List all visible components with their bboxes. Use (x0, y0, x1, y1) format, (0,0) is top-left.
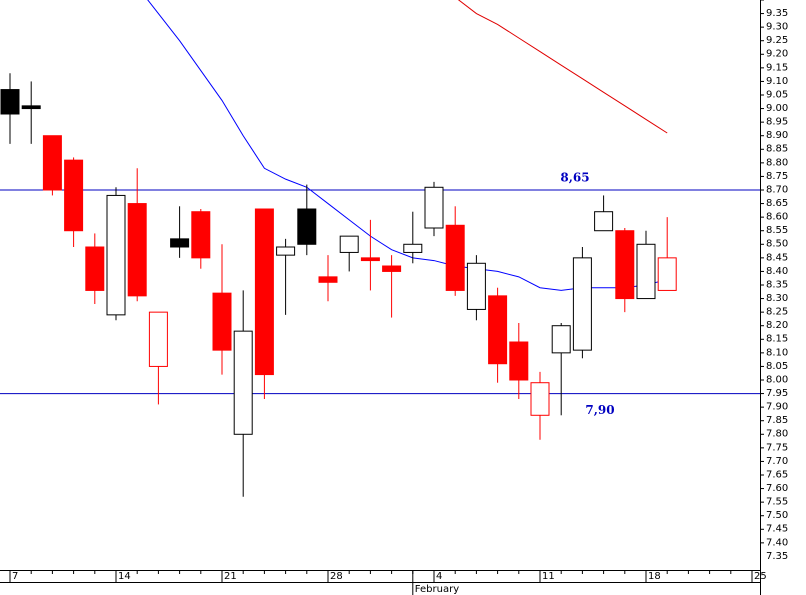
y-tick-label: 8.80 (766, 157, 788, 168)
y-tick-label: 9.05 (766, 89, 788, 100)
candle-body (297, 208, 317, 245)
candle-body (106, 194, 126, 316)
y-tick-label: 8.15 (766, 334, 788, 345)
candle-body (318, 276, 338, 283)
y-tick-label: 8.90 (766, 130, 788, 141)
candle-body (509, 341, 529, 381)
candle-body (191, 211, 211, 259)
candle-body (551, 325, 571, 354)
y-tick-label: 7.35 (766, 551, 788, 562)
plot-area: 8,65 7,90 (0, 0, 760, 497)
candle-body (636, 243, 656, 300)
y-tick-label: 8.00 (766, 374, 788, 385)
candle-body (233, 330, 253, 435)
y-tick-label: 8.20 (766, 320, 788, 331)
x-tick-label: 21 (224, 571, 237, 582)
y-tick-label: 8.70 (766, 184, 788, 195)
candle-body (488, 295, 508, 365)
y-tick-label: 7.40 (766, 537, 788, 548)
candle-body (276, 246, 296, 256)
candle-body (424, 186, 444, 229)
y-tick-label: 8.40 (766, 266, 788, 277)
y-tick-label: 8.25 (766, 307, 788, 318)
candle-body (594, 211, 614, 232)
candle-body (21, 105, 41, 110)
y-tick-label: 8.05 (766, 361, 788, 372)
y-tick-label: 7.55 (766, 497, 788, 508)
y-tick-label: 8.10 (766, 347, 788, 358)
candle-body (360, 257, 380, 262)
y-tick-label: 7.85 (766, 415, 788, 426)
candle-body (615, 230, 635, 300)
candle-body (530, 382, 550, 416)
y-tick-label: 8.85 (766, 144, 788, 155)
y-tick-label: 9.10 (766, 76, 788, 87)
y-tick-label: 8.60 (766, 212, 788, 223)
y-tick-label: 9.30 (766, 22, 788, 33)
average-line (457, 0, 668, 134)
x-tick-label: 7 (12, 571, 18, 582)
candle-body (85, 246, 105, 291)
x-tick-label: 4 (436, 571, 442, 582)
candle-body (64, 159, 84, 232)
candle-body (339, 235, 359, 253)
y-tick-label: 8.95 (766, 117, 788, 128)
y-tick-label: 9.15 (766, 62, 788, 73)
candle-body (170, 238, 190, 248)
y-tick-label: 8.65 (766, 198, 788, 209)
y-tick-label: 8.30 (766, 293, 788, 304)
y-tick-label: 7.75 (766, 442, 788, 453)
candle-body (212, 292, 232, 351)
candle-body (657, 257, 677, 291)
y-tick-label: 9.35 (766, 8, 788, 19)
x-tick-label: 14 (118, 571, 131, 582)
candle-body (466, 262, 486, 310)
y-tick-label: 8.45 (766, 252, 788, 263)
candle-body (403, 243, 423, 253)
candle-body (572, 257, 592, 351)
axes: 7.35 7.40 7.45 7.50 7.55 7.60 7.65 7.70 7.75 7.80… (9, 0, 788, 595)
x-tick-label: 28 (330, 571, 343, 582)
y-tick-label: 7.65 (766, 469, 788, 480)
x-tick-label: 11 (542, 571, 555, 582)
y-tick-label: 7.95 (766, 388, 788, 399)
y-tick-label: 8.55 (766, 225, 788, 236)
y-tick-label: 8.75 (766, 171, 788, 182)
y-tick-label: 7.50 (766, 510, 788, 521)
candle-body (0, 89, 20, 115)
hline-label: 7,90 (585, 403, 614, 417)
y-tick-label: 9.25 (766, 35, 788, 46)
y-tick-label: 7.90 (766, 402, 788, 413)
candle-body (382, 265, 402, 272)
y-tick-label: 7.70 (766, 456, 788, 467)
candle-body (42, 135, 62, 191)
y-tick-label: 9.20 (766, 49, 788, 60)
candle-body (254, 208, 274, 376)
y-tick-label: 8.50 (766, 239, 788, 250)
x-tick-label: 25 (754, 571, 767, 582)
candle-body (148, 311, 168, 367)
y-tick-label: 7.45 (766, 524, 788, 535)
x-tick-label: 18 (648, 571, 661, 582)
y-tick-label: 7.80 (766, 429, 788, 440)
y-tick-label: 9.00 (766, 103, 788, 114)
month-label: February (415, 584, 459, 595)
y-tick-label: 7.60 (766, 483, 788, 494)
hline-label: 8,65 (560, 171, 589, 185)
y-tick-label: 8.35 (766, 279, 788, 290)
candle-body (445, 224, 465, 291)
candle-body (127, 203, 147, 297)
